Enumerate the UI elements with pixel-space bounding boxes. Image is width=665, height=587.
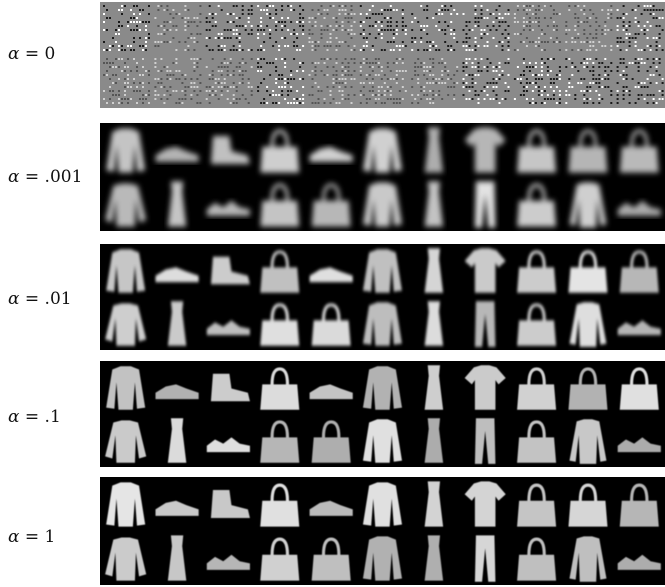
alpha-symbol: α [8,44,19,64]
alpha-symbol: α [8,289,19,309]
alpha-value: = .1 [25,407,61,427]
item-coat [106,128,145,172]
row-label-alpha-1: α = 1 [8,527,55,547]
sample-grid-alpha-1-tenth [100,361,665,467]
alpha-value: = .001 [25,167,83,187]
alpha-value: = 1 [25,527,55,547]
item-coat [106,249,145,292]
sample-grid-alpha-0 [100,2,665,108]
item-coat [106,482,145,526]
sample-grid-alpha-1 [100,477,665,585]
row-label-alpha-0: α = 0 [8,44,55,64]
sample-grid-alpha-01 [100,244,665,350]
fashion-panel [100,123,665,231]
sample-grid-alpha-001 [100,123,665,231]
fashion-panel [100,477,665,585]
alpha-symbol: α [8,167,19,187]
item-coat [363,366,402,409]
row-label-alpha-1-tenth: α = .1 [8,407,61,427]
item-coat [106,366,145,409]
row-label-alpha-001: α = .001 [8,167,82,187]
row-label-alpha-01: α = .01 [8,289,72,309]
alpha-symbol: α [8,527,19,547]
alpha-symbol: α [8,407,19,427]
noise-panel [100,2,665,108]
fashion-panel [100,361,665,467]
item-coat [363,128,402,172]
item-coat [363,182,402,226]
item-coat [363,302,402,345]
alpha-value: = 0 [25,44,55,64]
item-coat [363,419,402,462]
item-coat [363,482,402,526]
fashion-panel [100,244,665,350]
item-coat [363,536,402,580]
alpha-value: = .01 [25,289,72,309]
item-coat [363,249,402,292]
